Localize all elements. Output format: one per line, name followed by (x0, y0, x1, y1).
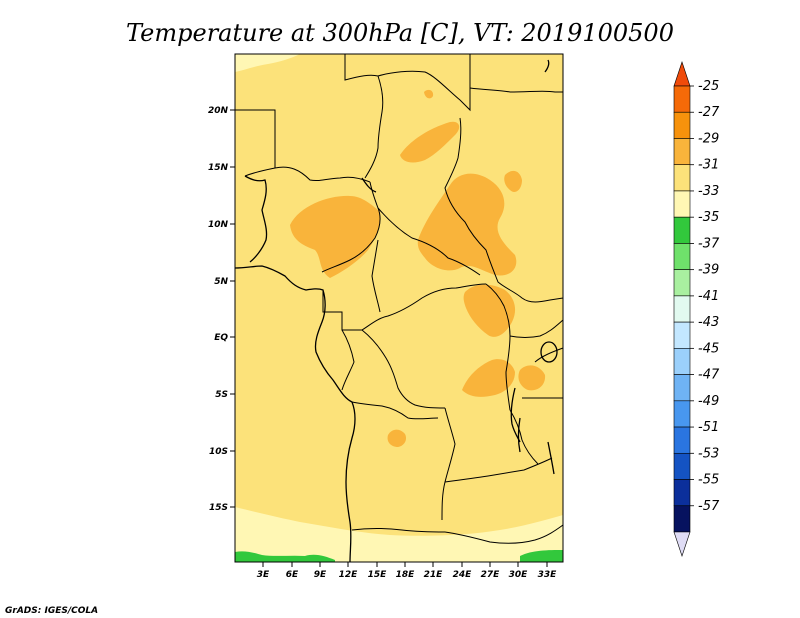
lake-outlines (361, 59, 558, 475)
warm-patch-uganda (518, 365, 546, 391)
colorbar: -25 -27 -29 -31 -33 -35 -37 -39 -41 -43 -45 -47 -49 -… (673, 61, 720, 557)
lat-tick-label: 5S (215, 390, 228, 400)
country-borders (234, 54, 564, 563)
colorbar-label: -49 (698, 394, 719, 409)
lon-tick-label: 15E (368, 570, 388, 580)
warm-patch-chad-sudan (417, 173, 517, 276)
lat-tick-label: 10S (209, 447, 228, 457)
colorbar-swatch (673, 85, 691, 113)
lon-tick-label: 27E (481, 570, 501, 580)
lon-tick-label: 3E (257, 570, 270, 580)
colorbar-label: -27 (698, 105, 720, 120)
colorbar-swatch (673, 505, 691, 533)
lon-tick-label: 18E (396, 570, 416, 580)
lon-tick-label: 6E (286, 570, 299, 580)
warm-patch-south-sudan (463, 284, 516, 337)
lon-tick-label: 33E (538, 570, 558, 580)
cool-band-north-west (235, 54, 300, 72)
longitude-axis: 3E 6E 9E 12E 15E 18E 21E 24E 27E 30E 33E (257, 562, 557, 580)
green-patch-southwest (235, 551, 335, 562)
colorbar-label: -25 (698, 79, 719, 94)
lat-tick-label: EQ (214, 333, 228, 343)
warm-patch-nigeria (290, 195, 381, 278)
colorbar-arrow-bottom (673, 531, 691, 557)
colorbar-swatch (673, 479, 691, 507)
colorbar-label: -39 (698, 263, 719, 278)
colorbar-arrow-top (673, 61, 691, 87)
lat-tick-label: 10N (208, 220, 229, 230)
warm-patch-sudan-east (504, 170, 522, 192)
colorbar-label: -29 (698, 131, 719, 146)
lat-tick-label: 15N (208, 163, 229, 173)
colorbar-swatch (673, 216, 691, 244)
colorbar-label: -43 (698, 315, 719, 330)
colorbar-label: -31 (698, 158, 719, 173)
colorbar-label: -55 (698, 473, 719, 488)
colorbar-swatch (673, 452, 691, 480)
colorbar-label: -57 (698, 499, 720, 514)
lon-tick-label: 12E (339, 570, 359, 580)
warm-patch-libya (424, 89, 434, 99)
lon-tick-label: 24E (453, 570, 473, 580)
colorbar-swatch (673, 269, 691, 297)
warm-patch-angola (387, 429, 407, 447)
colorbar-label: -53 (698, 446, 719, 461)
colorbar-label: -51 (698, 420, 719, 435)
cool-band-south (235, 507, 563, 562)
colorbar-label: -37 (698, 236, 720, 251)
colorbar-swatch (673, 138, 691, 166)
warm-patches (290, 89, 546, 447)
colorbar-swatch (673, 426, 691, 454)
colorbar-swatch (673, 243, 691, 270)
colorbar-swatch (673, 400, 691, 428)
colorbar-swatch (673, 111, 691, 139)
colorbar-swatch (673, 295, 691, 323)
lat-tick-label: 15S (209, 503, 228, 513)
colorbar-swatch (673, 348, 691, 375)
lon-tick-label: 9E (314, 570, 327, 580)
colorbar-label: -33 (698, 184, 719, 199)
colorbar-label: -47 (698, 368, 720, 383)
colorbar-swatch (673, 164, 691, 192)
grads-credit: GrADS: IGES/COLA (5, 606, 98, 616)
map-frame (234, 53, 564, 563)
colorbar-label: -35 (698, 210, 719, 225)
lat-tick-label: 5N (214, 277, 228, 287)
lat-tick-label: 20N (208, 106, 229, 116)
colorbar-label: -41 (698, 289, 719, 304)
colorbar-swatch (673, 190, 691, 218)
latitude-axis: 20N 15N 10N 5N EQ 5S 10S 15S (208, 106, 235, 513)
warm-patch-chad-north (400, 121, 460, 163)
lon-tick-label: 21E (424, 570, 444, 580)
colorbar-swatch (673, 374, 691, 402)
colorbar-label: -45 (698, 341, 719, 356)
green-patch-southeast (520, 550, 563, 562)
map-title: Temperature at 300hPa [C], VT: 201910050… (126, 19, 674, 47)
map-panel (234, 53, 564, 563)
warm-patch-drc-east (462, 359, 515, 397)
colorbar-swatch (673, 321, 691, 349)
lon-tick-label: 30E (509, 570, 529, 580)
